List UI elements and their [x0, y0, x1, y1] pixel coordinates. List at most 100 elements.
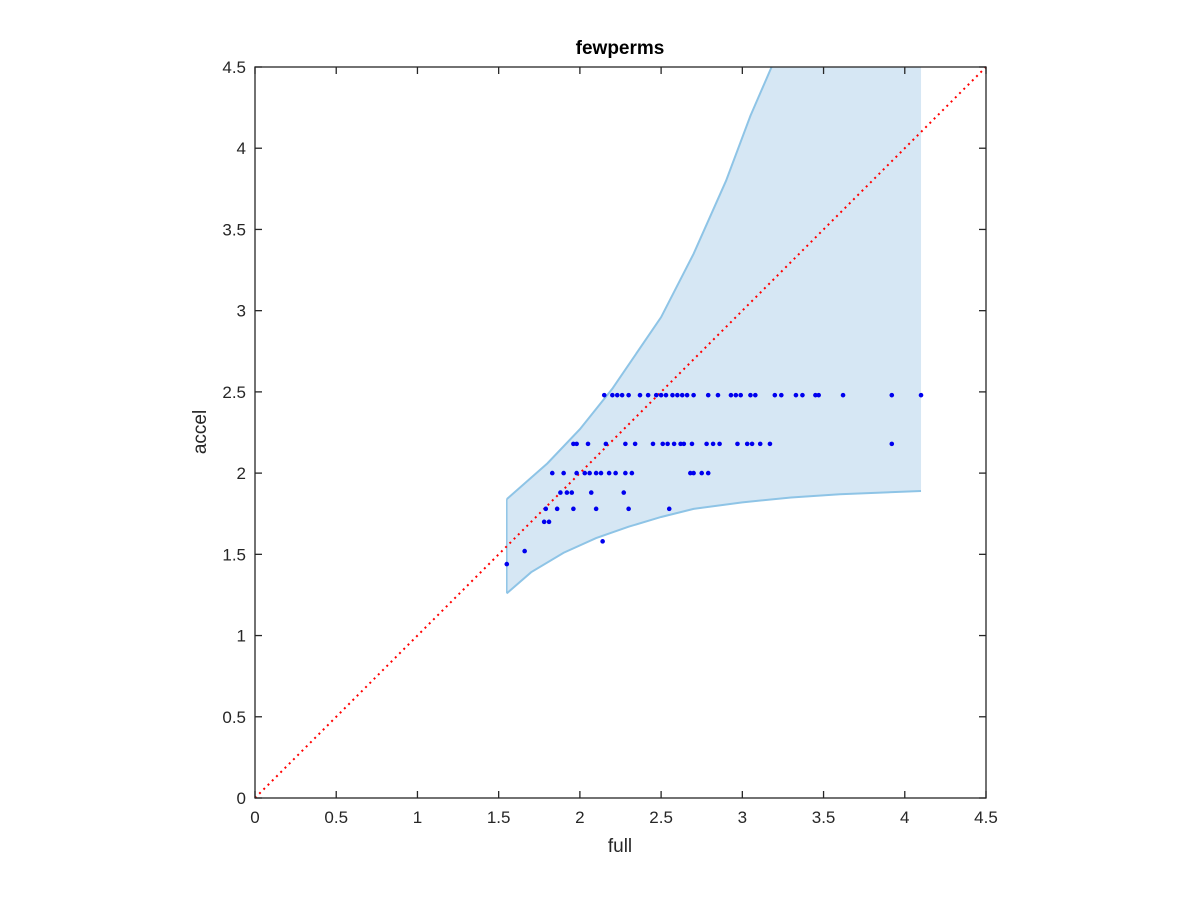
y-tick-label: 0 [237, 789, 246, 808]
data-point [629, 470, 635, 476]
data-point [753, 392, 758, 398]
data-point [704, 441, 709, 447]
data-point [504, 561, 510, 567]
data-point [600, 539, 605, 544]
data-point [678, 441, 683, 447]
x-tick-label: 0.5 [324, 808, 348, 827]
data-point [564, 490, 570, 495]
data-point [663, 392, 669, 398]
data-point [660, 441, 666, 447]
data-point [679, 392, 685, 398]
y-tick-label: 1 [237, 627, 246, 646]
data-point [598, 470, 604, 476]
data-point [684, 392, 690, 398]
data-point [626, 392, 631, 398]
data-point [748, 392, 753, 398]
data-point [613, 470, 618, 476]
y-tick-label: 3.5 [222, 220, 246, 239]
data-point [587, 470, 592, 476]
data-point [549, 470, 555, 476]
data-point [691, 470, 696, 476]
y-tick-label: 3 [237, 302, 246, 321]
data-point [614, 392, 620, 398]
data-point [735, 441, 740, 447]
data-point [554, 506, 560, 512]
data-point [715, 392, 721, 398]
data-point [744, 441, 750, 447]
data-point [840, 392, 846, 398]
data-point [645, 392, 651, 398]
x-axis-label: full [608, 836, 632, 857]
data-point [793, 392, 799, 398]
data-point [689, 441, 695, 447]
data-point [889, 441, 895, 447]
confidence-band [506, 66, 922, 595]
band-upper-edge [506, 66, 773, 500]
data-point [813, 392, 818, 398]
data-point [749, 441, 755, 447]
data-point [574, 470, 579, 476]
data-point [571, 441, 576, 447]
data-point [733, 392, 739, 398]
x-axis-ticks: 0 0.5 1 1.5 2 2.5 3 3.5 4 4.5 [250, 67, 998, 827]
data-point [522, 548, 527, 554]
y-tick-label: 1.5 [222, 545, 246, 564]
data-point [601, 392, 607, 398]
x-tick-label: 1 [413, 808, 422, 827]
data-point [681, 441, 687, 447]
data-point [561, 470, 566, 476]
data-point [623, 441, 628, 447]
data-point [593, 506, 599, 512]
data-point [779, 392, 784, 398]
x-tick-label: 0 [250, 808, 259, 827]
data-point [558, 490, 563, 495]
y-tick-label: 2 [237, 464, 246, 483]
x-tick-label: 3 [738, 808, 747, 827]
data-point [626, 506, 631, 512]
data-point [675, 392, 680, 398]
x-tick-label: 4.5 [974, 808, 998, 827]
data-point [569, 490, 575, 495]
data-point [574, 441, 579, 447]
data-point [800, 392, 805, 398]
data-point [623, 470, 628, 476]
data-point [606, 470, 612, 476]
band-lower-edge [506, 489, 922, 595]
data-point [691, 392, 696, 398]
data-point [738, 392, 744, 398]
y-axis-label: accel [190, 410, 211, 454]
data-point [688, 470, 693, 476]
data-points [504, 392, 924, 567]
y-tick-label: 4 [237, 139, 246, 158]
data-point [621, 490, 627, 495]
x-tick-label: 2 [575, 808, 584, 827]
y-tick-label: 0.5 [222, 708, 246, 727]
data-point [816, 392, 821, 398]
data-point [918, 392, 924, 398]
data-point [619, 392, 625, 398]
data-point [767, 441, 773, 447]
data-point [772, 392, 778, 398]
x-tick-label: 1.5 [487, 808, 511, 827]
data-point [666, 506, 672, 512]
y-tick-label: 2.5 [222, 383, 246, 402]
data-point [582, 470, 588, 476]
data-point [541, 519, 547, 525]
data-point [705, 470, 711, 476]
data-point [658, 392, 664, 398]
data-point [546, 519, 552, 525]
data-point [543, 506, 549, 512]
data-point [671, 441, 677, 447]
data-point [571, 506, 576, 512]
data-point [632, 441, 638, 447]
data-point [699, 470, 705, 476]
chart-title: fewperms [576, 38, 665, 59]
axes-box [254, 66, 987, 799]
y-tick-label: 4.5 [222, 58, 246, 77]
data-point [588, 490, 594, 495]
band-fill [506, 67, 922, 594]
data-point [610, 392, 615, 398]
data-point [757, 441, 763, 447]
data-point [665, 441, 670, 447]
